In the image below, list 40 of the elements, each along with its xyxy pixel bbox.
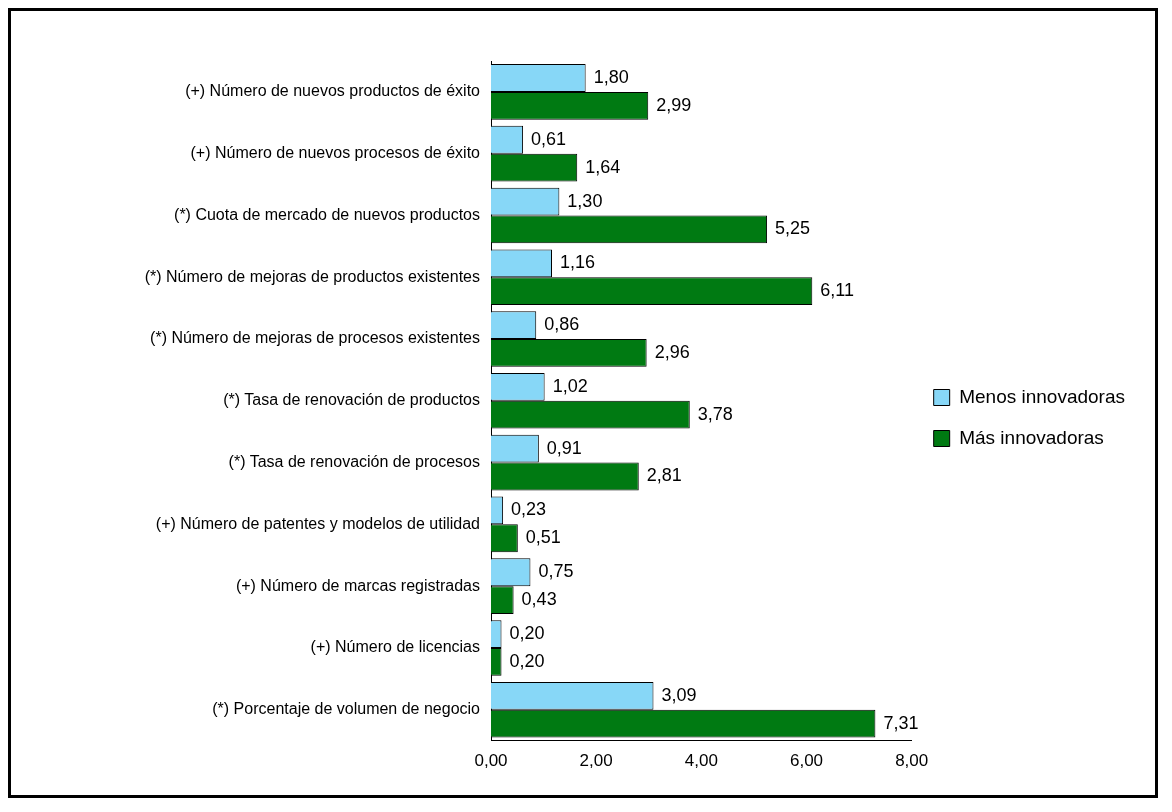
y-tick-label: (*) Número de mejoras de productos existentes — [144, 267, 480, 285]
y-tick-label: (+) Número de patentes y modelos de utilidad — [155, 514, 480, 532]
y-tick-label: (*) Tasa de renovación de productos — [223, 391, 480, 409]
y-tick-label: (*) Porcentaje de volumen de negocio — [212, 700, 481, 718]
x-tick-label: 2,00 — [579, 751, 613, 771]
data-label: 0,20 — [509, 623, 545, 643]
y-tick-label: (+) Número de licencias — [310, 638, 480, 656]
x-tick-label: 4,00 — [684, 751, 718, 771]
y-tick-label: (*) Número de mejoras de procesos existentes — [150, 329, 480, 347]
data-label: 0,61 — [531, 128, 567, 149]
data-label: 3,09 — [661, 684, 697, 705]
legend-label: Más innovadoras — [959, 426, 1104, 448]
y-tick-label: (+) Número de nuevos productos de éxito — [185, 82, 481, 100]
y-tick-label: (*) Tasa de renovación de procesos — [228, 452, 480, 470]
x-tick-label: 6,00 — [789, 751, 824, 771]
y-tick-label: (*) Cuota de mercado de nuevos productos — [174, 205, 480, 223]
data-label: 2,81 — [646, 465, 682, 486]
data-label: 7,31 — [883, 712, 919, 733]
legend-label: Menos innovadoras — [959, 385, 1125, 407]
data-label: 1,80 — [593, 66, 629, 87]
data-label: 2,99 — [656, 94, 692, 115]
x-tick-label: 0,00 — [474, 751, 508, 771]
data-label: 0,20 — [509, 650, 545, 671]
data-label: 0,23 — [511, 499, 547, 520]
data-label: 0,86 — [544, 314, 580, 335]
data-label: 6,11 — [820, 280, 854, 301]
data-label: 1,02 — [552, 375, 588, 396]
data-label: 0,43 — [521, 589, 557, 610]
y-tick-label: (+) Número de nuevos procesos de éxito — [190, 144, 481, 162]
x-tick-label: 8,00 — [895, 751, 929, 771]
data-label: 1,64 — [585, 156, 621, 177]
data-label: 0,91 — [546, 437, 582, 458]
data-label: 0,75 — [538, 561, 574, 582]
data-label: 2,96 — [654, 341, 690, 362]
data-label: 1,30 — [567, 190, 603, 211]
y-tick-label: (+) Número de marcas registradas — [235, 576, 480, 594]
data-label: 5,25 — [775, 218, 811, 239]
data-label: 1,16 — [560, 252, 596, 273]
data-label: 0,51 — [525, 527, 561, 548]
data-label: 3,78 — [697, 403, 733, 424]
